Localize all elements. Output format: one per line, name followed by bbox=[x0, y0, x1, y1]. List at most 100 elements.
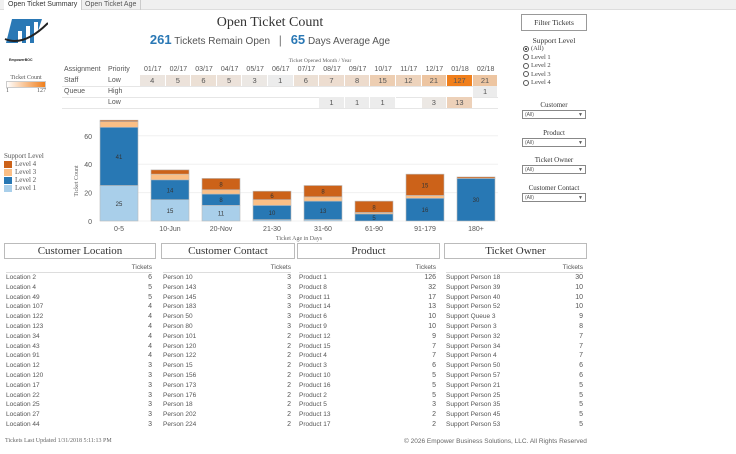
table-row[interactable]: Person 80 3 bbox=[163, 322, 291, 332]
table-row[interactable]: Support Person 32 7 bbox=[446, 332, 583, 342]
bar-segment-level-4[interactable] bbox=[99, 119, 139, 122]
table-row[interactable]: Person 101 2 bbox=[163, 332, 291, 342]
support-level-radio[interactable]: Level 1 bbox=[523, 54, 551, 61]
support-level-radio[interactable]: Level 4 bbox=[523, 79, 551, 86]
heatmap-cell[interactable]: 4 bbox=[140, 75, 166, 86]
table-row[interactable]: Person 183 3 bbox=[163, 302, 291, 312]
table-row[interactable]: Location 123 4 bbox=[6, 322, 152, 332]
heatmap-cell[interactable]: 3 bbox=[242, 75, 268, 86]
heatmap-cell[interactable]: 6 bbox=[191, 75, 217, 86]
heatmap-cell[interactable]: 1 bbox=[268, 75, 294, 86]
bar-segment-level-3[interactable] bbox=[303, 196, 343, 202]
bar-segment-level-4[interactable] bbox=[150, 169, 190, 175]
radio-icon[interactable] bbox=[523, 79, 529, 86]
support-level-radio[interactable]: Level 2 bbox=[523, 62, 551, 69]
table-row[interactable]: Location 17 3 bbox=[6, 381, 152, 391]
bar-segment-level-4[interactable] bbox=[354, 200, 394, 213]
table-row[interactable]: Product 15 7 bbox=[299, 342, 436, 352]
table-row[interactable]: Person 143 3 bbox=[163, 283, 291, 293]
heatmap-cell[interactable]: 12 bbox=[396, 75, 422, 86]
table-row[interactable]: Person 10 3 bbox=[163, 273, 291, 283]
table-row[interactable]: Support Person 4 7 bbox=[446, 351, 583, 361]
table-row[interactable]: Person 145 3 bbox=[163, 293, 291, 303]
bar-segment-level-3[interactable] bbox=[201, 189, 241, 195]
bar-segment-level-4[interactable] bbox=[405, 173, 445, 196]
heatmap-cell[interactable]: 3 bbox=[421, 97, 448, 108]
table-row[interactable]: Support Person 21 5 bbox=[446, 381, 583, 391]
bar-segment-level-2[interactable] bbox=[456, 178, 496, 222]
table-row[interactable]: Support Person 18 30 bbox=[446, 273, 583, 283]
heatmap-cell[interactable]: 5 bbox=[165, 75, 192, 86]
bar-segment-level-4[interactable] bbox=[201, 178, 241, 191]
radio-icon[interactable] bbox=[523, 45, 529, 52]
table-row[interactable]: Support Person 45 5 bbox=[446, 410, 583, 420]
bar-segment-level-3[interactable] bbox=[99, 121, 139, 128]
bar-segment-level-1[interactable] bbox=[99, 185, 139, 222]
table-row[interactable]: Location 107 4 bbox=[6, 302, 152, 312]
heatmap-cell[interactable]: 1 bbox=[472, 86, 499, 97]
table-row[interactable]: Support Person 57 6 bbox=[446, 371, 583, 381]
table-row[interactable]: Support Person 3 8 bbox=[446, 322, 583, 332]
bar-segment-level-3[interactable] bbox=[150, 173, 190, 181]
heatmap-cell[interactable]: 15 bbox=[370, 75, 396, 86]
table-row[interactable]: Person 156 2 bbox=[163, 371, 291, 381]
table-row[interactable]: Product 12 9 bbox=[299, 332, 436, 342]
table-row[interactable]: Location 34 4 bbox=[6, 332, 152, 342]
filter-dropdown[interactable]: (All) ▼ bbox=[522, 137, 586, 147]
bar-segment-level-4[interactable] bbox=[456, 176, 496, 179]
table-row[interactable]: Person 224 2 bbox=[163, 420, 291, 430]
table-row[interactable]: Person 173 2 bbox=[163, 381, 291, 391]
table-row[interactable]: Location 22 3 bbox=[6, 391, 152, 401]
table-row[interactable]: Location 91 4 bbox=[6, 351, 152, 361]
table-row[interactable]: Location 25 3 bbox=[6, 400, 152, 410]
table-row[interactable]: Location 49 5 bbox=[6, 293, 152, 303]
table-row[interactable]: Product 2 5 bbox=[299, 391, 436, 401]
table-row[interactable]: Product 9 10 bbox=[299, 322, 436, 332]
table-row[interactable]: Product 6 10 bbox=[299, 312, 436, 322]
heatmap-cell[interactable]: 21 bbox=[472, 75, 499, 86]
bar-segment-level-2[interactable] bbox=[99, 126, 139, 186]
table-row[interactable]: Location 120 3 bbox=[6, 371, 152, 381]
table-row[interactable]: Support Person 52 10 bbox=[446, 302, 583, 312]
heatmap-cell[interactable]: 1 bbox=[344, 97, 371, 108]
support-level-radio[interactable]: Level 3 bbox=[523, 71, 551, 78]
heatmap-cell[interactable]: 13 bbox=[447, 97, 473, 108]
filter-dropdown[interactable]: (All) ▼ bbox=[522, 192, 586, 202]
table-row[interactable]: Product 16 5 bbox=[299, 381, 436, 391]
bar-segment-level-4[interactable] bbox=[303, 185, 343, 198]
table-row[interactable]: Product 14 13 bbox=[299, 302, 436, 312]
tab-open-ticket-age[interactable]: Open Ticket Age bbox=[81, 0, 142, 10]
table-row[interactable]: Product 10 5 bbox=[299, 371, 436, 381]
table-row[interactable]: Product 11 17 bbox=[299, 293, 436, 303]
table-row[interactable]: Product 3 6 bbox=[299, 361, 436, 371]
table-row[interactable]: Location 43 4 bbox=[6, 342, 152, 352]
table-row[interactable]: Support Person 35 5 bbox=[446, 400, 583, 410]
table-row[interactable]: Product 17 2 bbox=[299, 420, 436, 430]
heatmap-cell[interactable]: 6 bbox=[293, 75, 320, 86]
heatmap-cell[interactable]: 1 bbox=[319, 97, 345, 108]
heatmap-cell[interactable]: 8 bbox=[344, 75, 371, 86]
tab-open-ticket-summary[interactable]: Open Ticket Summary bbox=[4, 0, 83, 10]
table-row[interactable]: Person 122 2 bbox=[163, 351, 291, 361]
table-row[interactable]: Person 120 2 bbox=[163, 342, 291, 352]
table-row[interactable]: Product 8 32 bbox=[299, 283, 436, 293]
filter-tickets-button[interactable]: Filter Tickets bbox=[521, 14, 587, 31]
heatmap-cell[interactable]: 1 bbox=[370, 97, 396, 108]
table-row[interactable]: Person 18 2 bbox=[163, 400, 291, 410]
table-row[interactable]: Location 2 6 bbox=[6, 273, 152, 283]
table-row[interactable]: Location 4 5 bbox=[6, 283, 152, 293]
table-row[interactable]: Product 13 2 bbox=[299, 410, 436, 420]
table-row[interactable]: Product 4 7 bbox=[299, 351, 436, 361]
table-row[interactable]: Person 202 2 bbox=[163, 410, 291, 420]
table-row[interactable]: Location 27 3 bbox=[6, 410, 152, 420]
table-row[interactable]: Support Person 50 6 bbox=[446, 361, 583, 371]
table-row[interactable]: Location 122 4 bbox=[6, 312, 152, 322]
table-row[interactable]: Person 176 2 bbox=[163, 391, 291, 401]
heatmap-cell[interactable]: 7 bbox=[319, 75, 345, 86]
table-row[interactable]: Product 5 3 bbox=[299, 400, 436, 410]
heatmap-cell[interactable]: 5 bbox=[216, 75, 243, 86]
heatmap-cell[interactable]: 21 bbox=[421, 75, 448, 86]
table-row[interactable]: Location 12 3 bbox=[6, 361, 152, 371]
filter-dropdown[interactable]: (All) ▼ bbox=[522, 110, 586, 119]
bar-segment-level-3[interactable] bbox=[252, 199, 292, 206]
